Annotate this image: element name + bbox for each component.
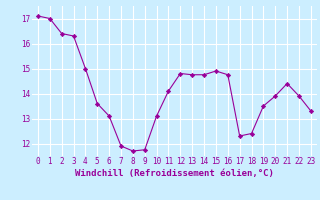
- X-axis label: Windchill (Refroidissement éolien,°C): Windchill (Refroidissement éolien,°C): [75, 169, 274, 178]
